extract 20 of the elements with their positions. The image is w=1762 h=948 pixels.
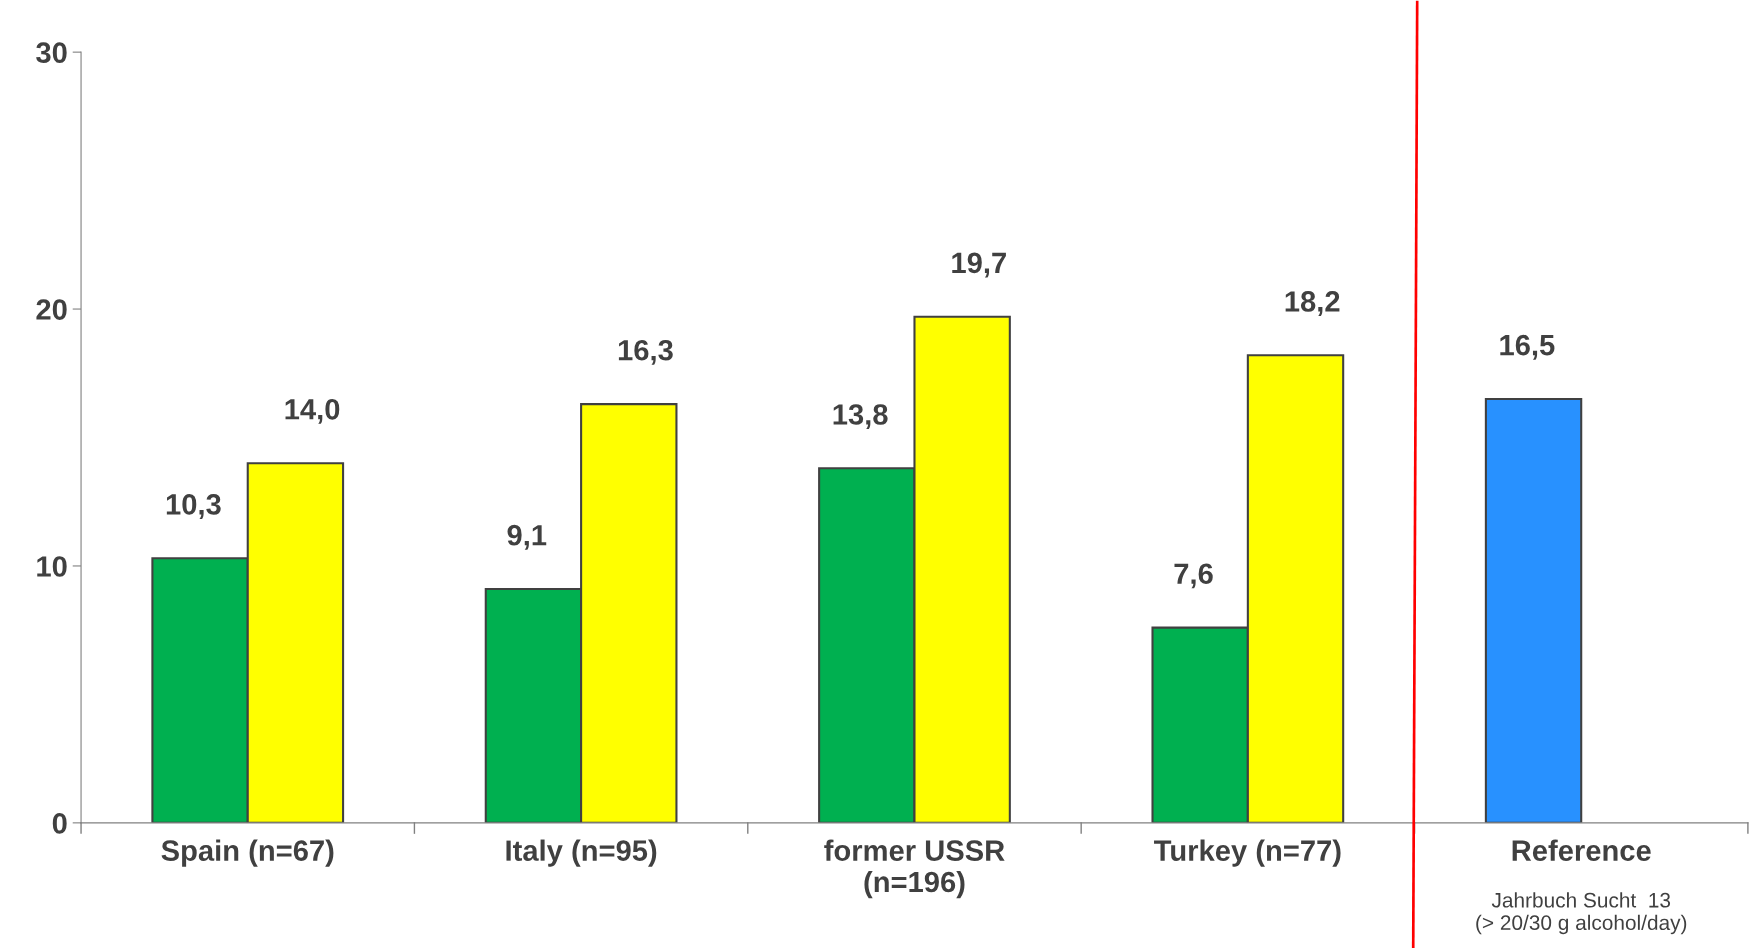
data-label: 16,3 xyxy=(618,339,673,365)
data-label: 19,7 xyxy=(952,252,1006,278)
x-tick-label: former USSR (n=196) xyxy=(824,839,1005,899)
text: Jahrbuch Sucht 13 (> 20/30 g alcohol/day) xyxy=(1476,892,1687,935)
x-tick-label: Turkey (n=77) xyxy=(1154,839,1341,867)
y-tick-label: 10 xyxy=(37,556,67,577)
x-tick-label: Reference xyxy=(1512,839,1651,861)
y-tick-label: 30 xyxy=(36,42,67,64)
y-tick-label: 20 xyxy=(36,299,67,320)
y-tick-label: 0 xyxy=(52,813,67,834)
data-label: 18,2 xyxy=(1285,291,1340,316)
data-label: 10,3 xyxy=(166,494,221,519)
x-tick-label: Italy (n=95) xyxy=(506,839,657,867)
x-tick-label: Spain (n=67) xyxy=(161,839,334,867)
bar xyxy=(1484,397,1583,823)
data-label: 14,0 xyxy=(285,398,340,424)
data-label: 9,1 xyxy=(507,524,547,550)
data-label: 16,5 xyxy=(1500,334,1555,360)
data-label: 7,6 xyxy=(1174,563,1213,589)
data-label: 13,8 xyxy=(833,404,888,430)
